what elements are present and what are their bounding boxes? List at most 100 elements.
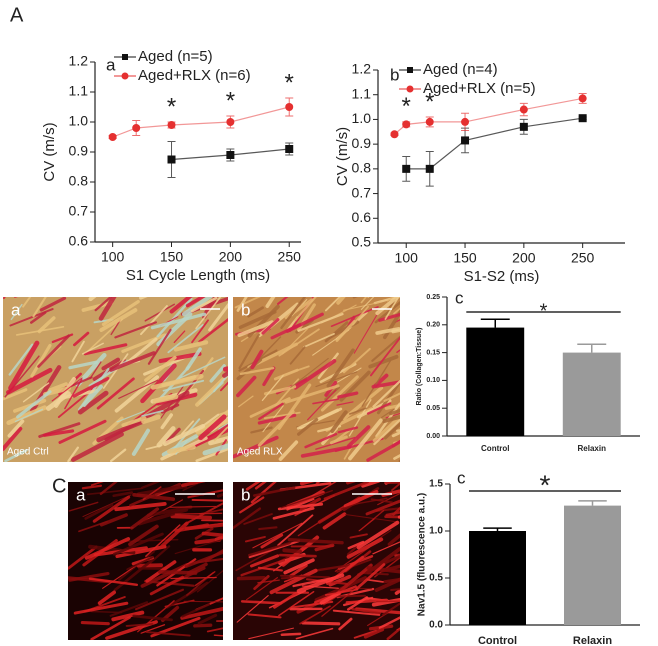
fiber (373, 373, 389, 388)
panel-label: A (10, 4, 24, 26)
fiber (184, 550, 223, 568)
fiber (384, 515, 400, 519)
fiber (73, 601, 129, 615)
fiber (112, 491, 134, 498)
fiber (173, 340, 209, 352)
marker (578, 94, 587, 103)
fiber (323, 482, 369, 501)
fiber (121, 333, 167, 353)
fiber (99, 482, 118, 496)
marker (390, 130, 399, 139)
fiber (101, 300, 140, 327)
x-tick-label: 150 (160, 249, 184, 265)
fiber (174, 512, 223, 515)
x-tick-label: 100 (101, 249, 125, 265)
fiber (22, 382, 50, 403)
fiber (6, 405, 47, 426)
fiber (150, 373, 204, 390)
fiber (234, 297, 261, 309)
fiber (383, 577, 400, 584)
fiber (213, 634, 223, 637)
fiber (297, 312, 344, 332)
fiber (140, 624, 166, 634)
fiber (110, 319, 122, 336)
fiber (140, 562, 189, 588)
fiber (282, 365, 310, 377)
fiber (360, 297, 375, 310)
bar (466, 327, 525, 436)
fiber (328, 574, 352, 587)
y-tick-label: 0.05 (426, 405, 440, 412)
fiber (162, 424, 206, 447)
fiber (141, 414, 161, 425)
fiber (236, 375, 257, 398)
fiber (355, 563, 386, 591)
fiber (48, 382, 68, 393)
fiber (180, 606, 223, 620)
y-tick-label: 1.1 (352, 85, 372, 101)
marker (461, 117, 470, 126)
fiber (145, 524, 181, 557)
fiber (158, 570, 198, 575)
x-tick-label: 150 (453, 250, 477, 266)
fiber (118, 379, 159, 399)
fiber (303, 332, 335, 348)
fiber (82, 384, 103, 407)
fiber (37, 316, 56, 334)
fiber (349, 407, 367, 415)
fiber (383, 392, 400, 402)
fiber (272, 507, 315, 520)
fiber (236, 576, 266, 581)
fiber (332, 609, 381, 616)
fiber (386, 626, 400, 640)
fiber (115, 544, 167, 559)
fiber (102, 353, 129, 389)
fiber (337, 391, 359, 399)
fiber (99, 308, 138, 332)
fiber (388, 408, 400, 416)
fiber (278, 440, 299, 461)
fiber (178, 356, 226, 379)
chart-panel-label: b (390, 65, 399, 84)
fiber (81, 300, 114, 312)
fiber (4, 449, 28, 462)
fiber (233, 507, 262, 529)
fiber (116, 410, 146, 423)
fiber (247, 306, 264, 318)
fiber (330, 306, 379, 328)
micrograph (233, 297, 400, 462)
significance-asterisk: * (540, 300, 548, 322)
fiber (361, 360, 391, 407)
fiber (201, 297, 219, 319)
fiber (37, 334, 71, 368)
fiber (252, 522, 303, 549)
fiber (183, 600, 223, 603)
significance-asterisk: * (285, 69, 294, 96)
y-tick-label: 0.20 (426, 322, 440, 329)
micrograph (3, 297, 228, 462)
y-tick-label: 0.7 (69, 203, 89, 219)
legend-label: Aged+RLX (n=6) (138, 67, 251, 84)
fiber (280, 297, 307, 329)
fiber (340, 502, 360, 510)
fiber (248, 541, 291, 557)
fiber (384, 297, 400, 320)
fiber (253, 486, 296, 497)
fiber (67, 446, 79, 462)
fiber (390, 588, 400, 592)
marker (226, 151, 235, 159)
fiber (329, 435, 348, 445)
fiber (391, 430, 400, 438)
fiber (356, 520, 400, 550)
fiber (181, 420, 195, 435)
fiber (277, 514, 314, 547)
chart-panel-label: a (106, 55, 116, 74)
fiber (162, 379, 205, 392)
fiber (156, 297, 193, 338)
x-axis-title: S1-S2 (ms) (464, 268, 540, 285)
fiber (396, 429, 400, 432)
fiber (249, 397, 291, 418)
fiber (315, 564, 351, 572)
significance-asterisk: * (167, 93, 176, 120)
marker (461, 136, 470, 145)
